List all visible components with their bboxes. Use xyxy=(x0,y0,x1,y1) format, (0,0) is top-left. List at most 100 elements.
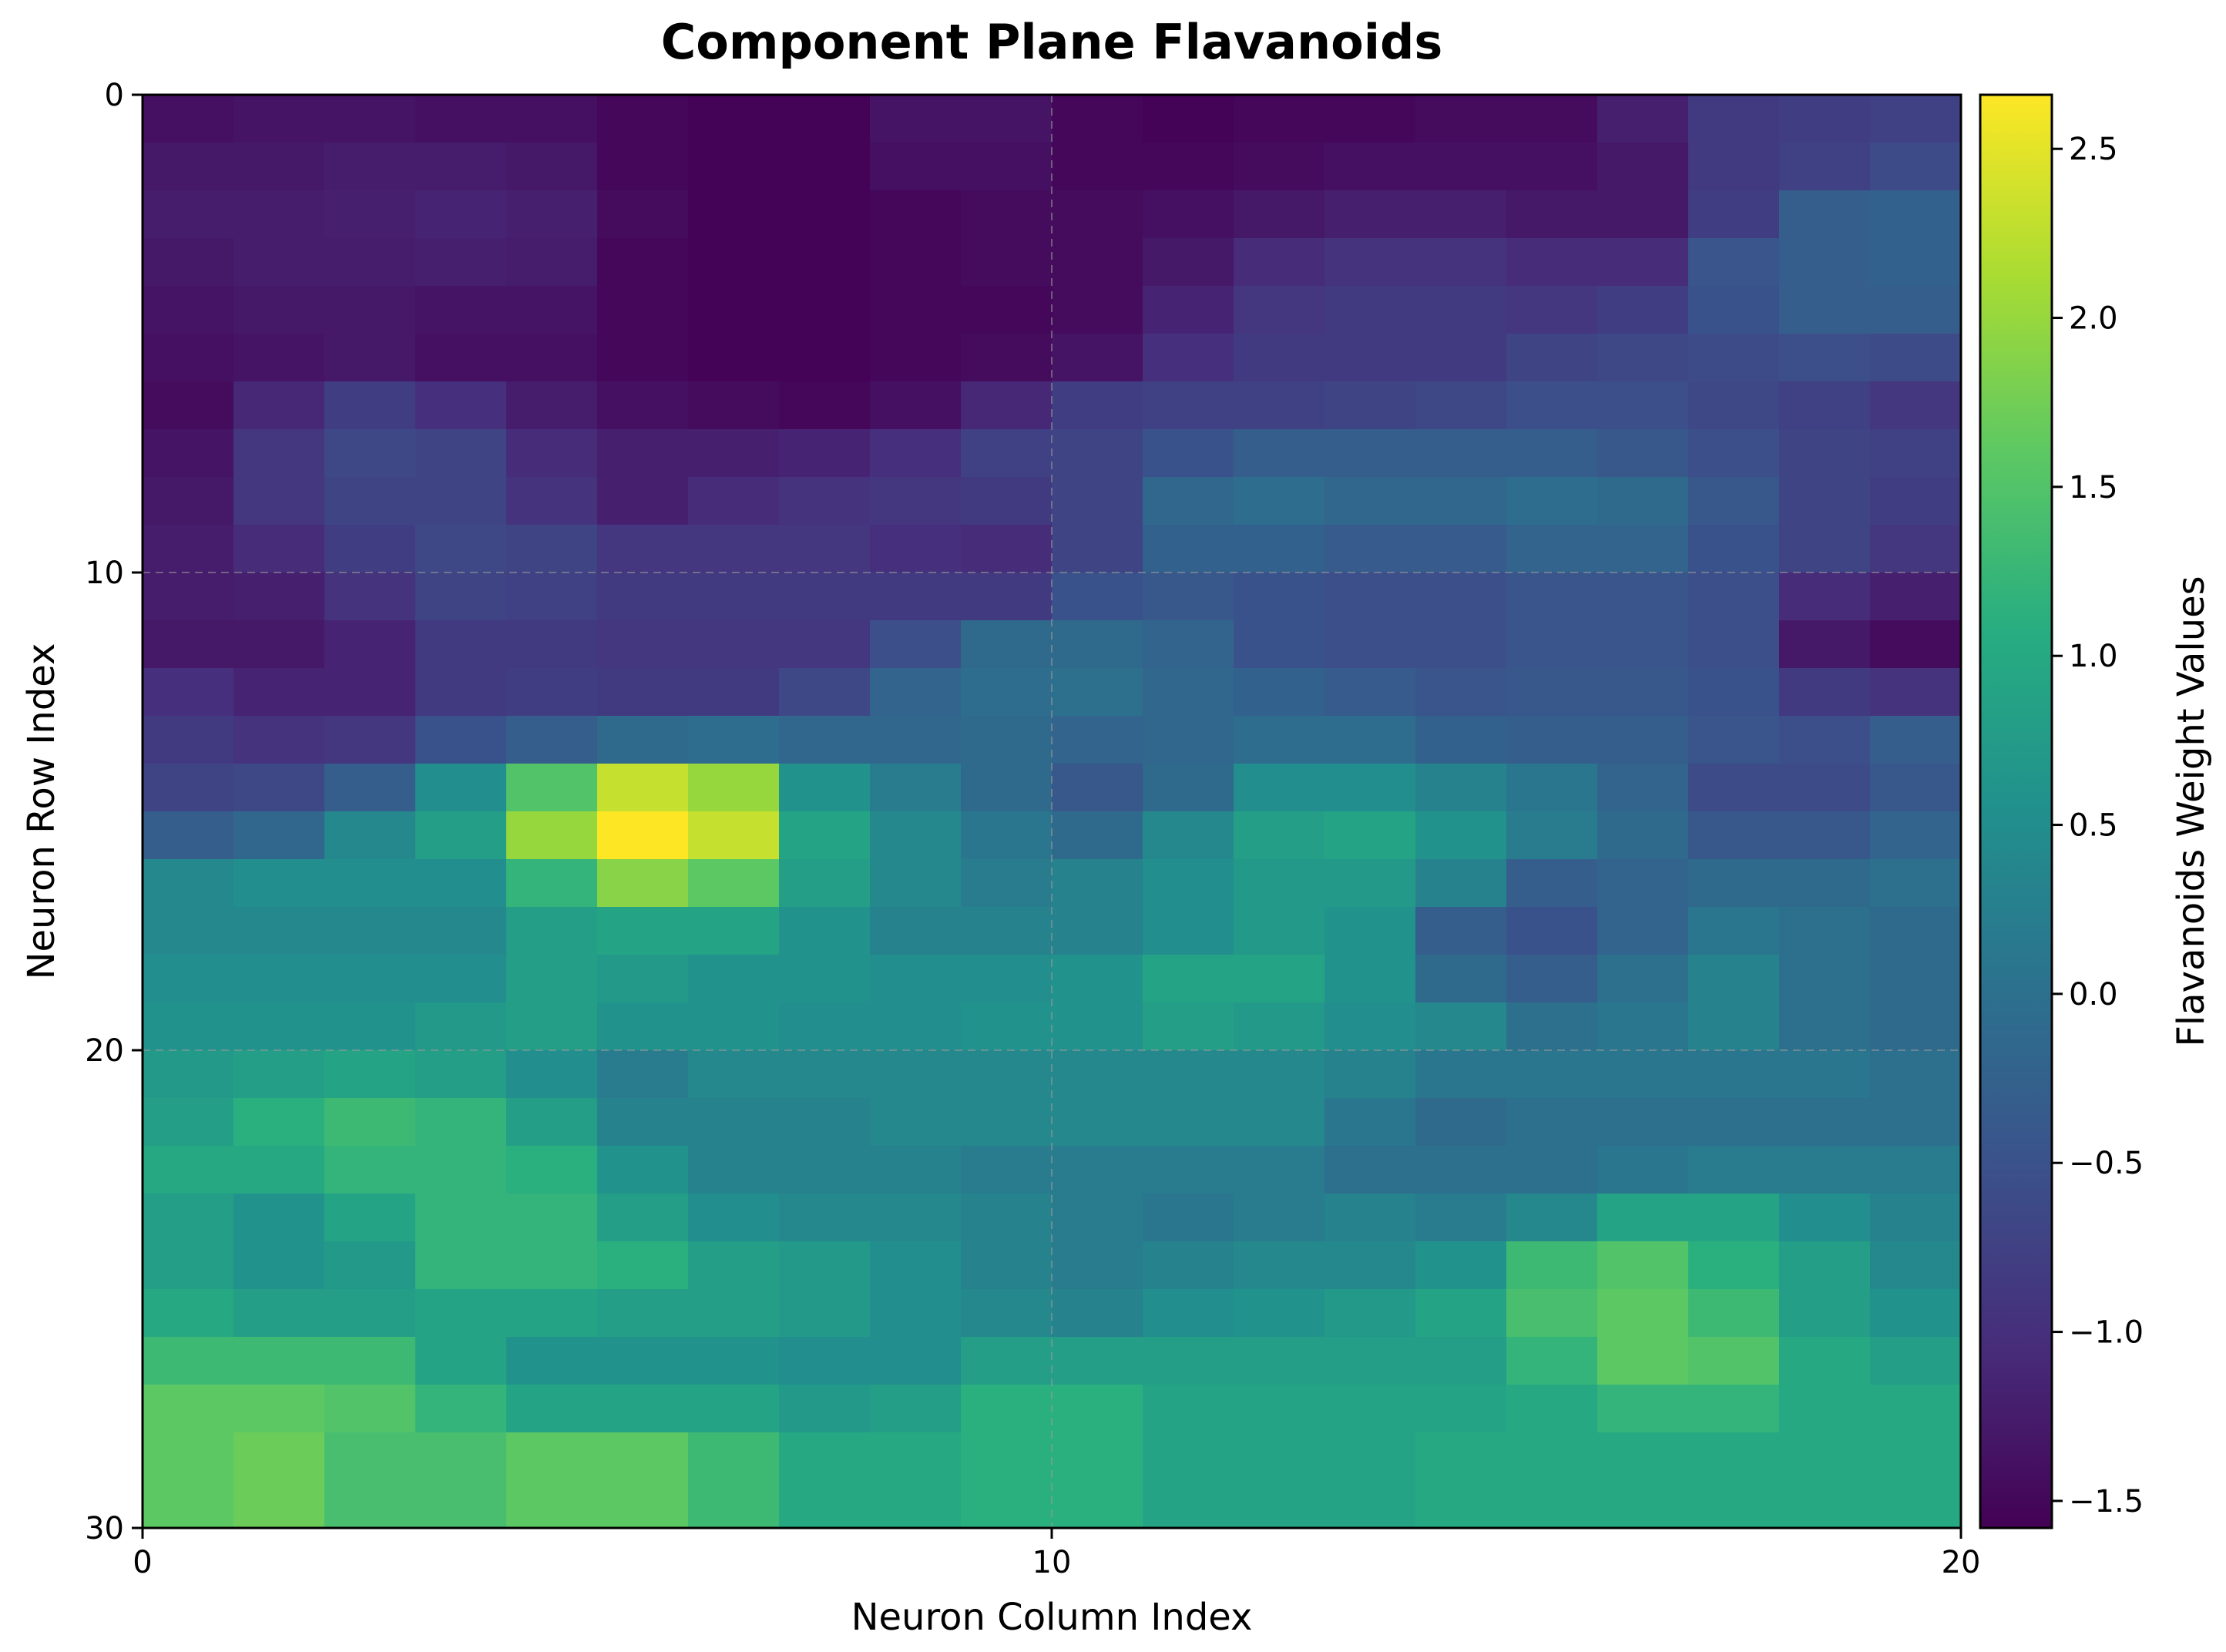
heatmap-cell xyxy=(233,907,325,955)
heatmap-cell xyxy=(143,1289,234,1338)
heatmap-cell xyxy=(1052,1050,1143,1099)
heatmap-cell xyxy=(233,955,325,1003)
heatmap-cell xyxy=(143,859,234,908)
heatmap-cell xyxy=(1143,1432,1234,1481)
heatmap-cell xyxy=(1506,668,1598,717)
heatmap-cell xyxy=(1415,525,1507,573)
heatmap-cell xyxy=(1415,143,1507,191)
heatmap-cell xyxy=(324,859,416,908)
heatmap-cell xyxy=(1688,1337,1780,1385)
heatmap-cell xyxy=(1143,286,1234,334)
heatmap-cell xyxy=(1870,1002,1962,1051)
y-axis-ticks: 0 10 20 30 xyxy=(85,78,143,1546)
heatmap-cell xyxy=(324,1432,416,1481)
heatmap-cell xyxy=(324,190,416,239)
heatmap-cell xyxy=(1870,381,1962,430)
heatmap-cell xyxy=(1688,811,1780,860)
heatmap-cell xyxy=(233,1194,325,1242)
heatmap-cell xyxy=(779,1480,871,1529)
heatmap-cell xyxy=(1779,1385,1871,1433)
heatmap-cell xyxy=(1870,1337,1962,1385)
heatmap-cell xyxy=(415,907,507,955)
heatmap-cell xyxy=(1597,429,1689,478)
heatmap-cell xyxy=(1688,95,1780,143)
heatmap-cell xyxy=(1779,668,1871,717)
heatmap-cell xyxy=(688,716,780,764)
heatmap-cell xyxy=(1415,859,1507,908)
heatmap-cell xyxy=(1143,859,1234,908)
colorbar-tick-label: 0.0 xyxy=(2069,977,2118,1012)
heatmap-cell xyxy=(1688,859,1780,908)
heatmap-cell xyxy=(688,525,780,573)
heatmap-cell xyxy=(415,668,507,717)
heatmap-cell xyxy=(1234,477,1325,525)
heatmap-cell xyxy=(415,1432,507,1481)
heatmap-cell xyxy=(143,143,234,191)
heatmap-cell xyxy=(1506,429,1598,478)
heatmap-cell xyxy=(870,1289,962,1338)
heatmap-cell xyxy=(233,381,325,430)
heatmap-cell xyxy=(1597,764,1689,812)
heatmap-cell xyxy=(1143,716,1234,764)
heatmap-cell xyxy=(1325,381,1416,430)
heatmap-cell xyxy=(961,859,1053,908)
heatmap-cell xyxy=(1325,95,1416,143)
heatmap-cell xyxy=(1052,907,1143,955)
heatmap-cell xyxy=(1779,1194,1871,1242)
heatmap-cell xyxy=(1143,1194,1234,1242)
heatmap-cell xyxy=(779,716,871,764)
heatmap-cell xyxy=(1325,1480,1416,1529)
heatmap-cell xyxy=(1052,620,1143,669)
heatmap-cell xyxy=(1597,955,1689,1003)
heatmap-cell xyxy=(1234,572,1325,621)
heatmap-cell xyxy=(1143,572,1234,621)
colorbar xyxy=(1979,93,2053,1529)
heatmap-cell xyxy=(1325,1385,1416,1433)
heatmap-cell xyxy=(1779,1002,1871,1051)
heatmap-cell xyxy=(1234,811,1325,860)
heatmap-cell xyxy=(597,620,689,669)
heatmap-cell xyxy=(1870,572,1962,621)
heatmap-cell xyxy=(961,525,1053,573)
heatmap-cell xyxy=(143,95,234,143)
heatmap-cell xyxy=(324,955,416,1003)
heatmap-cell xyxy=(1143,334,1234,382)
heatmap-cell xyxy=(870,1002,962,1051)
heatmap-cell xyxy=(870,1480,962,1529)
heatmap-cell xyxy=(1234,620,1325,669)
heatmap-cell xyxy=(961,620,1053,669)
heatmap-cell xyxy=(961,907,1053,955)
heatmap-cell xyxy=(1779,1050,1871,1099)
heatmap-cell xyxy=(506,95,598,143)
heatmap-cell xyxy=(1325,334,1416,382)
heatmap-cell xyxy=(1597,572,1689,621)
heatmap-cell xyxy=(1870,1385,1962,1433)
heatmap-cell xyxy=(324,143,416,191)
heatmap-cell xyxy=(1415,1432,1507,1481)
heatmap-cell xyxy=(870,143,962,191)
heatmap-cell xyxy=(415,1385,507,1433)
heatmap-cell xyxy=(1143,1098,1234,1147)
heatmap-cell xyxy=(506,238,598,287)
heatmap-cell xyxy=(1688,1385,1780,1433)
colorbar-tick-label: −1.5 xyxy=(2069,1484,2144,1519)
heatmap-cell xyxy=(870,955,962,1003)
y-tick-label: 30 xyxy=(85,1511,124,1546)
heatmap-cell xyxy=(1234,286,1325,334)
heatmap-cell xyxy=(1143,1337,1234,1385)
heatmap-cell xyxy=(597,668,689,717)
heatmap-cell xyxy=(1870,1241,1962,1290)
heatmap-cell xyxy=(688,238,780,287)
heatmap-cell xyxy=(1506,477,1598,525)
heatmap-cell xyxy=(1506,381,1598,430)
heatmap-cell xyxy=(1779,907,1871,955)
heatmap-cell xyxy=(233,143,325,191)
heatmap-cell xyxy=(870,429,962,478)
heatmap-cell xyxy=(1052,1146,1143,1194)
heatmap-cell xyxy=(1415,334,1507,382)
heatmap-cell xyxy=(870,477,962,525)
heatmap-cell xyxy=(143,572,234,621)
heatmap-cell xyxy=(233,764,325,812)
heatmap-cell xyxy=(1234,955,1325,1003)
heatmap-cell xyxy=(143,334,234,382)
